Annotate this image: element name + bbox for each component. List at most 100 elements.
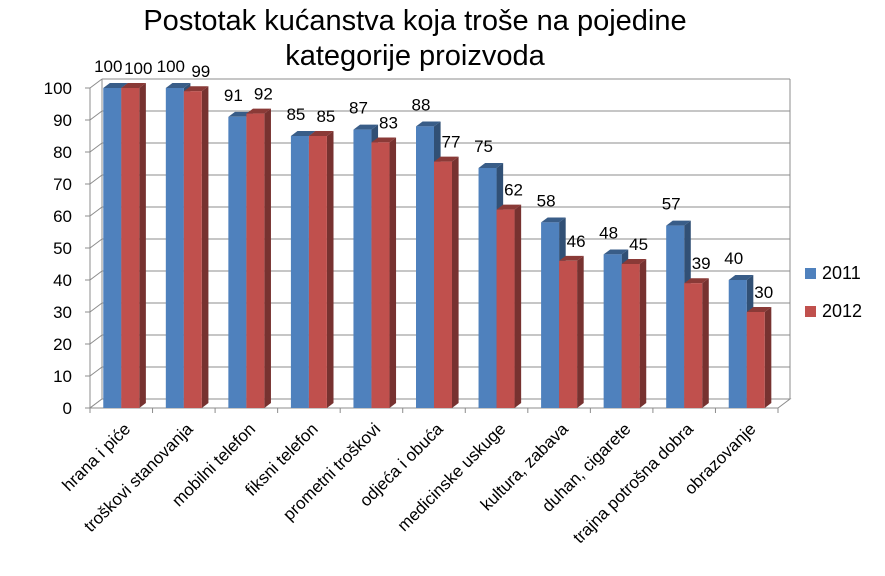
gridline-side [89,270,103,281]
gridline-side [89,142,103,153]
bar-side-2012 [452,156,459,408]
chart-title-line-2: kategorije proizvoda [285,40,545,72]
chart-title-line-1: Postotak kućanstva koja troše na pojedin… [143,5,687,37]
gridline-side [89,302,103,313]
y-tick-label: 70 [53,175,72,194]
data-label-2011: 48 [599,223,618,242]
data-label-2011: 57 [662,195,681,214]
data-label-2012: 77 [442,133,461,152]
bar-side-2012 [639,259,647,408]
y-tick-label: 40 [53,271,72,290]
data-label-2011: 58 [537,191,556,210]
bar-top-2011 [416,121,441,127]
legend-item-2012: 2012 [805,297,885,325]
bar-2011 [165,88,184,408]
bar-side-2012 [514,204,522,408]
bar-2011 [666,225,685,408]
data-label-2011: 91 [224,86,243,105]
bar-top-2011 [666,220,691,226]
y-tick-label: 20 [53,335,72,354]
data-label-2011: 40 [724,249,743,268]
bar-2012 [121,88,140,408]
bar-top-2011 [478,163,504,168]
bar-2012 [684,283,703,408]
bar-top-2012 [121,83,146,88]
bar-2011 [103,88,122,408]
x-tick-label: trajna potrošna dobra [569,419,697,547]
bar-2012 [434,161,452,408]
bar-top-2012 [559,255,584,261]
data-label-2012: 100 [124,59,152,78]
x-tick-label: troškovi stanovanja [80,419,197,536]
y-tick-label: 60 [53,207,72,226]
data-label-2011: 87 [349,99,368,118]
bar-side-2012 [702,278,709,408]
bar-side-2012 [326,131,334,409]
data-label-2012: 92 [254,85,273,104]
gridline-side [89,238,103,249]
y-tick-label: 10 [53,367,72,386]
y-tick-label: 100 [44,79,72,98]
bar-2011 [228,116,247,409]
data-label-2011: 88 [412,95,431,114]
bar-2011 [353,129,372,408]
data-label-2012: 30 [754,283,773,302]
bar-2011 [416,126,434,409]
bar-2011 [728,280,747,408]
bar-top-2011 [290,131,316,136]
bar-2011 [290,136,309,408]
y-tick-label: 30 [53,303,72,322]
data-label-2012: 45 [629,235,648,254]
bar-side-2012 [389,137,397,408]
bar-2012 [559,260,578,408]
legend-swatch-2012 [805,305,816,317]
data-label-2011: 75 [474,137,493,156]
y-tick-label: 50 [53,239,72,258]
bar-side-2012 [764,307,772,408]
data-label-2012: 46 [567,232,586,251]
bar-top-2011 [728,275,754,280]
bar-top-2012 [496,204,522,210]
bar-top-2011 [541,217,566,223]
gridline-side [89,110,103,121]
bar-side-2012 [577,255,584,408]
y-tick-label: 80 [53,143,72,162]
bar-top-2011 [165,83,191,88]
data-label-2012: 39 [692,254,711,273]
gridline-side [89,206,103,217]
legend-label-2011: 2011 [822,262,861,283]
bar-2011 [478,168,497,408]
data-label-2012: 62 [504,181,523,200]
data-label-2012: 85 [316,107,335,126]
bar-2011 [603,254,622,408]
x-tick-label: medicinske uskuge [394,419,510,535]
bar-2012 [246,113,265,408]
bar-side-2012 [139,83,146,409]
legend-swatch-2011 [805,267,816,279]
bar-top-2012 [746,307,772,312]
bar-top-2011 [353,124,379,130]
bar-top-2012 [621,259,647,264]
bar-2012 [183,91,202,408]
bar-top-2012 [183,86,209,92]
gridline-side [89,78,103,89]
legend-item-2011: 2011 [805,259,885,287]
bar-top-2012 [246,108,271,114]
data-label-2012: 83 [379,113,398,132]
bar-2012 [746,312,765,408]
bar-side-2012 [264,108,271,409]
bar-top-2012 [434,156,459,162]
bar-2012 [371,142,390,408]
data-label-2012: 99 [191,62,210,81]
bar-2012 [308,136,327,408]
gridline-side [89,174,103,185]
bar-top-2011 [603,249,629,255]
data-label-2011: 100 [157,57,185,76]
bar-top-2011 [103,83,128,88]
bar-2012 [621,264,640,408]
bar-side-2012 [201,86,209,408]
bar-top-2012 [308,131,334,136]
y-tick-label: 0 [63,399,72,418]
gridline-side [89,366,103,377]
